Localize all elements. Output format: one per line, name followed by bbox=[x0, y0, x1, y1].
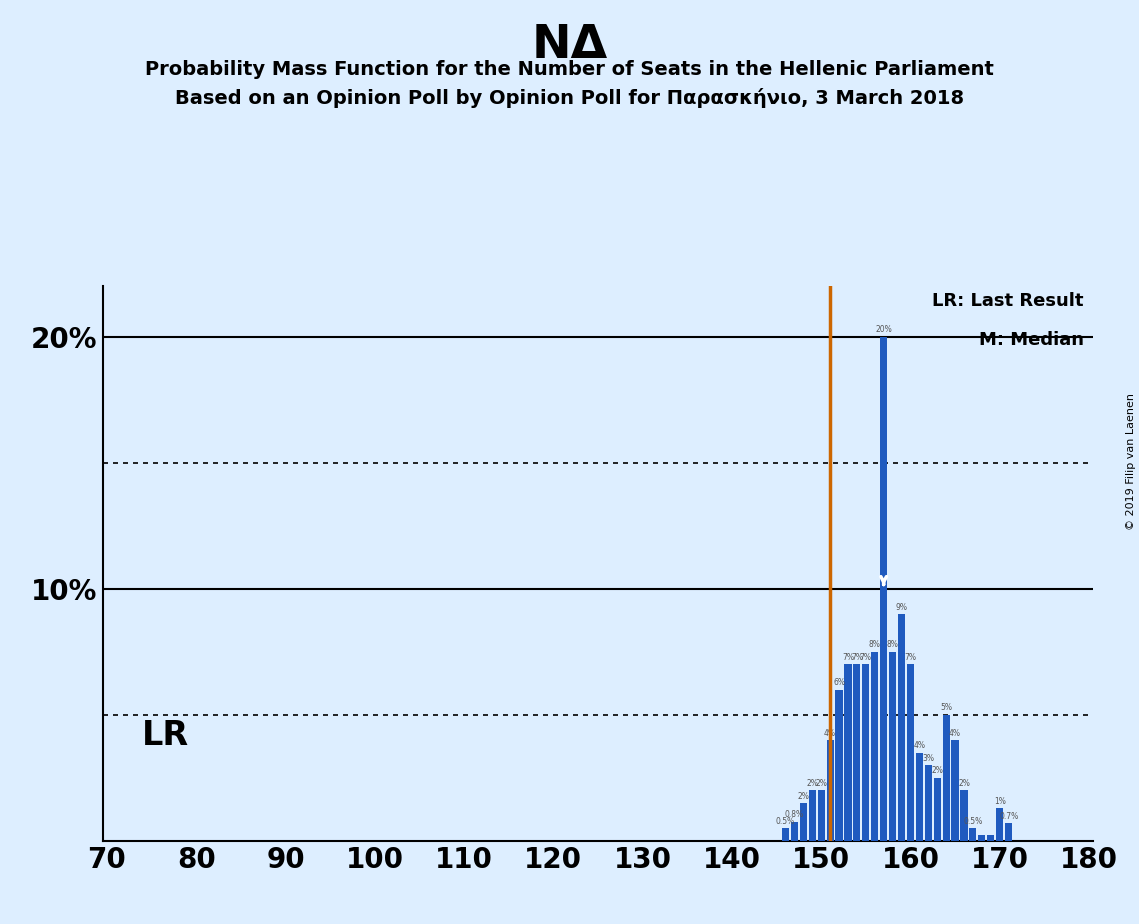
Text: 3%: 3% bbox=[923, 754, 934, 762]
Text: Probability Mass Function for the Number of Seats in the Hellenic Parliament: Probability Mass Function for the Number… bbox=[145, 60, 994, 79]
Text: © 2019 Filip van Laenen: © 2019 Filip van Laenen bbox=[1125, 394, 1136, 530]
Text: 0.5%: 0.5% bbox=[776, 817, 795, 826]
Text: 20%: 20% bbox=[875, 325, 892, 334]
Text: 4%: 4% bbox=[949, 728, 961, 737]
Text: 0.7%: 0.7% bbox=[999, 811, 1018, 821]
Text: 1%: 1% bbox=[993, 796, 1006, 806]
Bar bbox=[988, 834, 994, 841]
Bar bbox=[978, 834, 985, 841]
Bar bbox=[1005, 823, 1013, 841]
Bar bbox=[835, 689, 843, 841]
Bar bbox=[818, 790, 825, 841]
Bar bbox=[907, 664, 913, 841]
Text: 4%: 4% bbox=[913, 741, 925, 750]
Text: Based on an Opinion Poll by Opinion Poll for Παρασκήνιο, 3 March 2018: Based on an Opinion Poll by Opinion Poll… bbox=[175, 88, 964, 108]
Text: 0.8%: 0.8% bbox=[785, 810, 804, 820]
Text: 8%: 8% bbox=[869, 640, 880, 650]
Bar bbox=[781, 828, 789, 841]
Bar bbox=[844, 664, 852, 841]
Text: 8%: 8% bbox=[886, 640, 899, 650]
Bar bbox=[790, 822, 798, 841]
Bar bbox=[853, 664, 860, 841]
Bar bbox=[871, 651, 878, 841]
Text: 9%: 9% bbox=[895, 602, 908, 612]
Bar bbox=[880, 337, 887, 841]
Text: LR: Last Result: LR: Last Result bbox=[932, 292, 1083, 310]
Bar bbox=[969, 828, 976, 841]
Bar bbox=[862, 664, 869, 841]
Bar bbox=[800, 803, 806, 841]
Bar bbox=[997, 808, 1003, 841]
Text: 7%: 7% bbox=[860, 653, 871, 662]
Text: M: Median: M: Median bbox=[978, 331, 1083, 348]
Text: 5%: 5% bbox=[940, 703, 952, 712]
Text: 2%: 2% bbox=[806, 779, 818, 788]
Text: 0.5%: 0.5% bbox=[964, 817, 983, 826]
Text: 2%: 2% bbox=[797, 792, 809, 800]
Bar bbox=[951, 740, 959, 841]
Text: 7%: 7% bbox=[851, 653, 863, 662]
Bar bbox=[809, 790, 816, 841]
Bar bbox=[960, 790, 967, 841]
Text: LR: LR bbox=[142, 719, 189, 752]
Bar bbox=[925, 765, 932, 841]
Text: 2%: 2% bbox=[958, 779, 970, 788]
Bar bbox=[934, 778, 941, 841]
Text: 7%: 7% bbox=[904, 653, 917, 662]
Text: 2%: 2% bbox=[816, 779, 827, 788]
Text: NΔ: NΔ bbox=[532, 23, 607, 68]
Text: 6%: 6% bbox=[833, 678, 845, 687]
Text: 7%: 7% bbox=[842, 653, 854, 662]
Bar bbox=[890, 651, 896, 841]
Text: 4%: 4% bbox=[825, 728, 836, 737]
Bar bbox=[916, 753, 923, 841]
Bar bbox=[943, 715, 950, 841]
Text: 2%: 2% bbox=[932, 766, 943, 775]
Bar bbox=[898, 614, 906, 841]
Bar bbox=[827, 740, 834, 841]
